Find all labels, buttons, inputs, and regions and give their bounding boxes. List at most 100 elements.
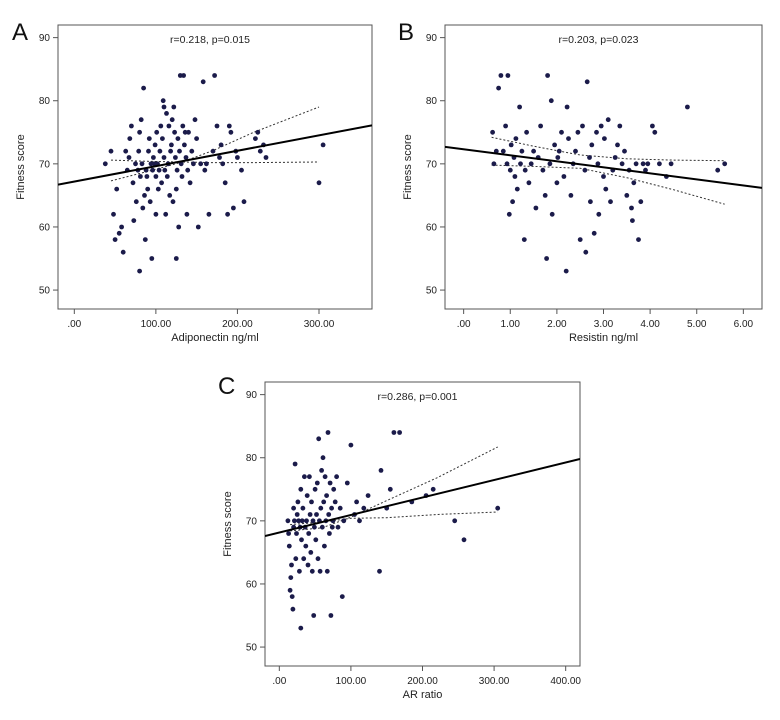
data-point <box>638 199 644 205</box>
data-point <box>387 486 393 492</box>
data-point <box>303 543 309 549</box>
data-point <box>566 136 571 142</box>
ci-band-upper <box>491 136 725 162</box>
data-point <box>339 594 345 599</box>
panel-C: C 50 60 70 80 90 .00 100.00 200.00 300.00 400.00 AR… <box>218 373 581 701</box>
data-point <box>172 129 178 135</box>
x-tick-label: .00 <box>67 319 81 330</box>
y-tick-label: 60 <box>39 222 51 233</box>
y-tick-label: 90 <box>426 33 438 44</box>
y-tick-label: 80 <box>246 453 258 464</box>
data-point <box>301 556 307 562</box>
data-point <box>329 505 334 511</box>
data-point <box>559 129 564 135</box>
data-point <box>517 104 522 110</box>
data-point <box>588 199 593 205</box>
x-tick-label: 2.00 <box>547 319 567 330</box>
data-point <box>495 505 501 511</box>
data-point <box>583 249 589 255</box>
data-point <box>321 499 327 505</box>
data-point <box>218 142 224 148</box>
data-point <box>378 468 384 473</box>
y-tick-label: 70 <box>246 516 258 527</box>
data-point <box>630 218 635 224</box>
data-point <box>175 136 181 142</box>
data-point <box>636 237 641 243</box>
x-tick-label: 300.00 <box>304 319 335 330</box>
data-point <box>327 531 332 536</box>
data-point <box>365 493 371 498</box>
data-point <box>314 480 320 486</box>
data-point <box>548 98 554 104</box>
data-point <box>157 148 163 154</box>
data-point <box>554 180 560 186</box>
y-axis-label: Fitness score <box>402 134 414 199</box>
data-point <box>145 186 151 192</box>
x-tick-label: 300.00 <box>479 676 510 687</box>
data-point <box>577 237 583 243</box>
data-point <box>114 186 120 192</box>
data-point <box>204 161 209 167</box>
data-point <box>498 73 504 78</box>
data-point <box>361 505 367 511</box>
x-tick-label: 100.00 <box>141 319 172 330</box>
data-point <box>519 148 525 154</box>
data-point <box>257 148 263 154</box>
data-point <box>715 167 721 173</box>
data-point <box>299 518 305 524</box>
y-tick-label: 90 <box>39 33 51 44</box>
data-point <box>156 167 162 173</box>
data-point <box>337 505 343 511</box>
data-point <box>575 129 581 135</box>
x-tick-label: 3.00 <box>594 319 614 330</box>
data-point <box>596 211 602 217</box>
data-point <box>335 524 341 530</box>
data-point <box>524 129 529 135</box>
data-point <box>253 136 258 142</box>
data-point <box>514 186 520 192</box>
data-point <box>490 129 495 135</box>
data-point <box>564 104 570 110</box>
data-point <box>142 237 148 243</box>
data-point <box>137 129 143 135</box>
data-point <box>307 512 313 517</box>
y-axis-label: Fitness score <box>15 134 27 199</box>
y-tick-label: 50 <box>426 286 438 297</box>
data-point <box>320 455 326 461</box>
data-point <box>239 167 244 173</box>
data-point <box>177 73 183 78</box>
data-point <box>645 161 651 167</box>
data-point <box>192 117 198 123</box>
data-point <box>316 436 322 442</box>
regression-line <box>58 124 372 186</box>
data-point <box>461 537 467 543</box>
data-point <box>160 98 166 104</box>
data-point <box>522 167 528 173</box>
data-point <box>521 237 527 243</box>
data-point <box>552 142 557 148</box>
data-point <box>397 430 402 435</box>
data-point <box>138 117 144 123</box>
correlation-annotation: r=0.203, p=0.023 <box>559 34 639 46</box>
data-point <box>624 193 630 198</box>
data-point <box>357 518 362 524</box>
x-tick-label: 1.00 <box>501 319 521 330</box>
data-point <box>297 568 302 574</box>
data-point <box>602 136 607 142</box>
data-point <box>181 73 187 78</box>
data-point <box>163 211 169 217</box>
y-tick-label: 50 <box>246 643 258 654</box>
data-point <box>202 167 208 173</box>
x-tick-label: 200.00 <box>407 676 438 687</box>
data-point <box>174 167 180 173</box>
data-point <box>146 136 152 142</box>
data-point <box>430 486 436 492</box>
data-point <box>500 148 506 154</box>
data-point <box>141 85 147 91</box>
data-point <box>652 129 658 135</box>
data-point <box>547 161 553 167</box>
data-point <box>545 73 550 78</box>
data-point <box>182 142 187 148</box>
y-tick-label: 50 <box>39 286 51 297</box>
data-point <box>293 556 299 562</box>
